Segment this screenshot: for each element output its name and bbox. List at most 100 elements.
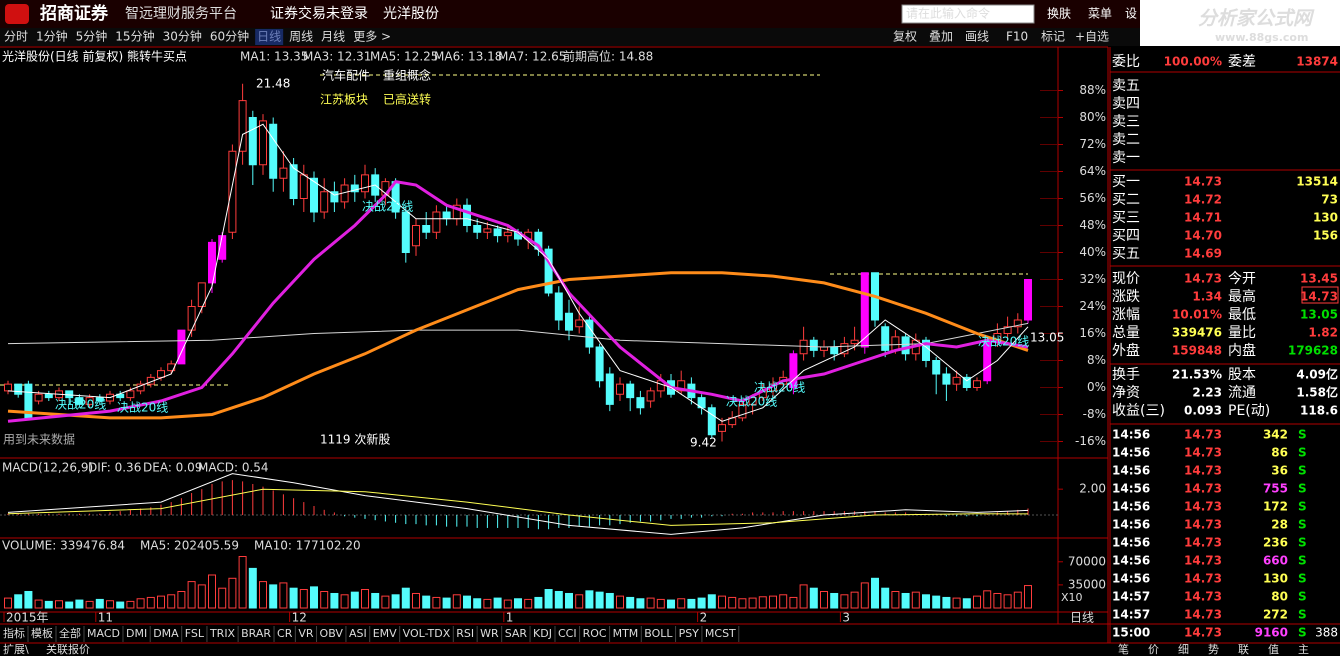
search-placeholder[interactable]: 请在此输入命令	[906, 6, 990, 21]
indicator-tab[interactable]: MCST	[705, 627, 736, 640]
y-tick-label: 32%	[1079, 272, 1106, 286]
quote-value: 14.73	[1300, 290, 1338, 304]
volume-bar	[514, 598, 522, 609]
indicator-tab[interactable]: ASI	[349, 627, 367, 640]
candle-body	[1003, 326, 1012, 334]
indicator-tab[interactable]: PSY	[679, 627, 700, 640]
candle-body	[544, 248, 553, 294]
candle-body	[1013, 319, 1022, 328]
legend-entry: DIF: 0.36	[88, 461, 141, 475]
indicator-tab[interactable]: VR	[298, 627, 314, 640]
indicator-tab[interactable]: CCI	[558, 627, 577, 640]
trade-volume: 130	[1263, 572, 1288, 586]
indicator-tab[interactable]: KDJ	[533, 627, 552, 640]
tool-button[interactable]: 画线	[965, 30, 989, 44]
panel-tab[interactable]: 值	[1268, 643, 1279, 656]
quote-value: 21.53%	[1172, 368, 1222, 382]
period-tab[interactable]: 15分钟	[115, 29, 154, 44]
trade-side: S	[1298, 572, 1307, 586]
trade-price: 14.73	[1184, 446, 1222, 460]
indicator-tab[interactable]: 模板	[31, 626, 53, 640]
volume-bar	[850, 591, 859, 609]
quote-value: 0.093	[1184, 404, 1222, 418]
candle-body	[840, 343, 849, 355]
volume-bar	[942, 596, 951, 609]
candle-body	[738, 403, 747, 419]
indicator-tab[interactable]: 全部	[59, 626, 81, 640]
volume-bar	[361, 589, 369, 609]
quote-value: 1.58亿	[1296, 385, 1338, 400]
period-tab[interactable]: 5分钟	[76, 29, 108, 44]
top-button[interactable]: 换肤	[1047, 6, 1071, 21]
candle-body	[1024, 279, 1032, 321]
indicator-tab[interactable]: BOLL	[644, 627, 673, 640]
volume-bar	[75, 599, 84, 609]
volume-bar	[1024, 585, 1032, 609]
quote-value: 13.05	[1300, 308, 1338, 322]
panel-tab[interactable]: 主	[1298, 643, 1309, 656]
highlight-box	[1301, 286, 1339, 304]
indicator-tab[interactable]: ROC	[583, 627, 607, 640]
trade-side: S	[1298, 626, 1307, 640]
panel-tab[interactable]: 细	[1178, 643, 1189, 656]
trade-volume: 28	[1271, 518, 1288, 532]
panel-tab[interactable]: 势	[1208, 643, 1219, 656]
indicator-tab[interactable]: DMI	[126, 627, 147, 640]
period-tab[interactable]: 周线	[289, 30, 313, 44]
indicator-tab[interactable]: 指标	[3, 626, 25, 640]
volume-bar	[238, 556, 247, 609]
volume-bar	[401, 587, 410, 609]
indicator-tab[interactable]: VOL-TDX	[403, 627, 451, 640]
volume-bar	[605, 592, 614, 609]
site-url: www.88gs.com	[1215, 31, 1308, 44]
panel-tab[interactable]: 价	[1148, 643, 1159, 656]
period-tab[interactable]: 60分钟	[210, 29, 249, 44]
candle-body	[14, 383, 23, 395]
buy-price: 14.69	[1184, 247, 1222, 261]
indicator-tab[interactable]: RSI	[456, 627, 474, 640]
volume-bar	[656, 598, 665, 609]
y-tick-label: -16%	[1075, 434, 1106, 448]
candle-body	[585, 319, 594, 348]
period-tab[interactable]: 月线	[321, 30, 345, 44]
tool-button[interactable]: 复权	[893, 30, 917, 44]
indicator-tab[interactable]: WR	[480, 627, 499, 640]
volume-bar	[687, 598, 696, 609]
trade-side: S	[1298, 446, 1307, 460]
indicator-tab[interactable]: CR	[277, 627, 293, 640]
candle-body	[860, 272, 869, 348]
period-tab[interactable]: 1分钟	[36, 29, 68, 44]
candle-body	[85, 397, 94, 405]
tool-button[interactable]: 叠加	[929, 30, 953, 44]
indicator-tab[interactable]: MTM	[613, 627, 639, 640]
volume-bar	[718, 595, 726, 609]
indicator-tab[interactable]: OBV	[320, 627, 344, 640]
indicator-tab[interactable]: DMA	[153, 627, 179, 640]
period-tab[interactable]: 30分钟	[163, 29, 202, 44]
volume-bar	[779, 594, 788, 609]
indicator-tab[interactable]: SAR	[505, 627, 528, 640]
panel-tab[interactable]: 笔	[1118, 642, 1129, 656]
bottom-tab[interactable]: 扩展\	[3, 642, 29, 656]
buy-price: 14.73	[1184, 175, 1222, 189]
indicator-tab[interactable]: BRAR	[241, 627, 271, 640]
login-status[interactable]: 证券交易未登录	[270, 5, 368, 22]
indicator-tab[interactable]: MACD	[87, 627, 120, 640]
indicator-tab[interactable]: TRIX	[209, 627, 236, 640]
period-label: 日线	[1070, 611, 1094, 625]
y-tick-label: 80%	[1079, 110, 1106, 124]
period-tab[interactable]: 更多 >	[353, 30, 391, 44]
period-tab[interactable]: 分时	[4, 30, 28, 44]
tool-button[interactable]: +自选	[1075, 30, 1109, 44]
search-box[interactable]	[901, 4, 1035, 24]
top-button[interactable]: 设	[1125, 7, 1137, 21]
panel-tab[interactable]: 联	[1238, 643, 1249, 656]
tool-button[interactable]: F10	[1006, 30, 1028, 44]
tool-button[interactable]: 标记	[1041, 30, 1065, 44]
legend-entry: DEA: 0.09	[143, 461, 202, 475]
bottom-tab[interactable]: 关联报价	[46, 642, 90, 656]
volume-bar	[44, 600, 53, 609]
indicator-tab[interactable]: EMV	[373, 627, 397, 640]
top-button[interactable]: 菜单	[1088, 7, 1112, 21]
indicator-tab[interactable]: FSL	[185, 627, 205, 640]
